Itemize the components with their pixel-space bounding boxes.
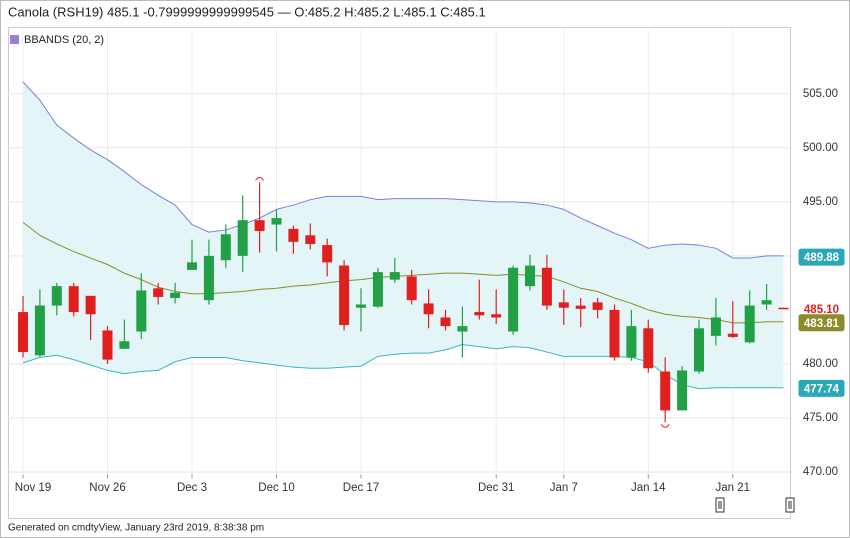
legend-swatch	[10, 35, 19, 44]
y-tick-label: 495.00	[803, 196, 838, 208]
candle-body	[322, 245, 333, 263]
band-upper	[22, 81, 784, 259]
y-tick-label: 470.00	[803, 466, 838, 478]
footer: Generated on cmdtyView, January 23rd 201…	[8, 523, 264, 534]
candle-body	[474, 312, 485, 316]
candle-body	[237, 220, 248, 256]
candle-body	[558, 302, 569, 308]
x-tick-label: Dec 17	[343, 482, 379, 494]
candle-body	[761, 300, 772, 305]
candle-body	[694, 328, 704, 372]
candle-body	[710, 317, 721, 336]
handle[interactable]	[715, 497, 725, 513]
x-tick-label: Jan 7	[550, 482, 578, 494]
x-tick-label: Jan 21	[716, 482, 751, 494]
band-lower	[22, 343, 784, 390]
scroll-handle[interactable]	[715, 497, 725, 513]
y-tick-label: 480.00	[803, 358, 838, 370]
price-tag	[798, 379, 845, 397]
scroll-handle[interactable]	[785, 497, 795, 513]
price-tag-label: 489.88	[804, 252, 840, 264]
band-middle	[22, 221, 784, 324]
candle-body	[508, 267, 519, 332]
candle-body	[457, 326, 468, 332]
candle-body	[525, 265, 535, 287]
candle-body	[18, 312, 28, 353]
price-tag-label: 483.81	[804, 318, 840, 330]
price-tag	[798, 314, 845, 332]
price-tag-label: 477.74	[804, 383, 840, 395]
candle-body	[34, 305, 45, 356]
candle-body	[677, 370, 688, 411]
chart-title: Canola (RSH19) 485.1 -0.7999999999999545…	[8, 4, 486, 19]
candle-body	[271, 218, 282, 225]
candle-body	[575, 305, 586, 309]
handle[interactable]	[785, 497, 795, 513]
candle-body	[187, 262, 197, 270]
y-tick-label: 475.00	[803, 412, 838, 424]
candle-body	[254, 220, 265, 232]
candle-body	[389, 272, 400, 280]
candle-body	[220, 234, 231, 261]
y-tick-label: 500.00	[803, 142, 838, 154]
candle-body	[423, 303, 434, 315]
plot-frame	[8, 27, 791, 519]
candle-body	[643, 328, 654, 369]
legend-label: BBANDS (20, 2)	[24, 34, 104, 46]
candle-body	[85, 295, 96, 315]
candle-body	[288, 228, 299, 242]
candle-body	[203, 255, 214, 301]
candle-body	[609, 309, 620, 358]
candle-body	[305, 235, 316, 244]
candle-body	[541, 267, 552, 306]
candle-body	[68, 286, 79, 313]
candle-body	[372, 272, 383, 307]
y-tick-label: 505.00	[803, 88, 838, 100]
candle-body	[744, 305, 755, 343]
candle-body	[153, 288, 164, 297]
price-tag	[798, 248, 845, 266]
candle-body	[660, 371, 671, 411]
candle-body	[170, 292, 181, 299]
x-tick-label: Jan 14	[631, 482, 666, 494]
candle-body	[440, 317, 451, 327]
x-tick-label: Dec 31	[478, 482, 514, 494]
x-tick-label: Dec 3	[177, 482, 207, 494]
candle-body	[592, 302, 603, 310]
candle-body	[102, 330, 113, 360]
candle-body	[626, 326, 637, 358]
candle-body	[491, 314, 502, 318]
x-tick-label: Dec 10	[258, 482, 294, 494]
band-area	[23, 81, 784, 389]
candle-body	[406, 276, 417, 301]
price-tag-label: 485.10	[804, 304, 839, 316]
high-marker	[255, 176, 265, 181]
candle-body	[136, 290, 147, 332]
candle-body	[119, 341, 130, 349]
candle-body	[51, 286, 62, 306]
low-marker	[660, 424, 670, 428]
x-tick-label: Nov 19	[15, 482, 51, 494]
candle-body	[356, 304, 366, 308]
candle-body	[727, 333, 738, 337]
x-tick-label: Nov 26	[89, 482, 125, 494]
candle-body	[339, 265, 350, 326]
candle-body	[778, 307, 789, 310]
